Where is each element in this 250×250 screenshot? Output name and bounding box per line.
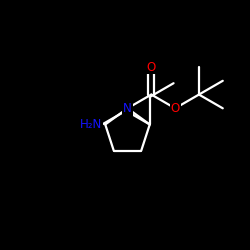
Text: H₂N: H₂N bbox=[80, 118, 102, 131]
Text: N: N bbox=[123, 102, 132, 115]
Text: O: O bbox=[147, 60, 156, 74]
Text: O: O bbox=[170, 102, 180, 115]
